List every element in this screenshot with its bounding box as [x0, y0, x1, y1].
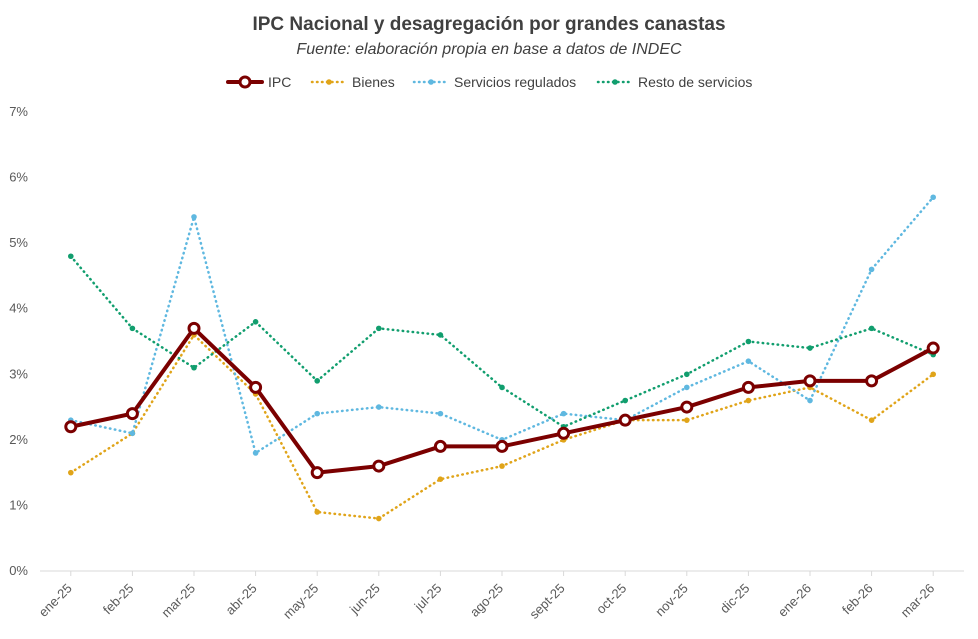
data-point-resto-de-servicios: [314, 378, 321, 384]
x-tick-label: may-25: [280, 581, 321, 622]
data-point-bienes: [684, 417, 690, 423]
data-point-bienes: [437, 476, 444, 483]
data-point-resto-de-servicios: [684, 371, 690, 378]
data-point-ipc: [495, 439, 509, 453]
data-point-servicios-regulados: [376, 404, 382, 410]
x-tick-label: dic-25: [717, 581, 753, 617]
data-point-servicios-regulados: [314, 410, 321, 417]
data-point-bienes: [499, 463, 505, 469]
data-point-resto-de-servicios: [807, 345, 813, 351]
data-point-servicios-regulados: [868, 266, 875, 273]
data-point-resto-de-servicios: [191, 364, 197, 371]
y-tick-label: 7%: [9, 104, 28, 119]
data-point-resto-de-servicios: [622, 397, 628, 404]
y-tick-label: 3%: [9, 366, 28, 381]
data-point-resto-de-servicios: [745, 338, 752, 345]
series-bienes: [68, 332, 936, 522]
y-tick-label: 0%: [9, 563, 28, 578]
data-point-resto-de-servicios: [68, 253, 74, 260]
y-tick-label: 6%: [9, 170, 28, 185]
x-tick-label: mar-26: [898, 581, 938, 621]
y-tick-label: 1%: [9, 497, 28, 512]
data-point-ipc: [433, 439, 447, 453]
series-group: [64, 194, 940, 522]
legend: IPC Bienes Servicios regulados Resto de ser…: [226, 74, 752, 90]
data-point-resto-de-servicios: [376, 325, 382, 332]
data-point-resto-de-servicios: [437, 332, 444, 338]
legend-swatch-marker: [326, 79, 332, 85]
chart-title: IPC Nacional y desagregación por grandes…: [252, 14, 725, 35]
x-tick-label: ene-26: [775, 581, 814, 620]
x-tick-label: jul-25: [411, 581, 445, 615]
data-point-resto-de-servicios: [499, 384, 505, 391]
data-point-ipc: [64, 420, 78, 434]
data-point-ipc: [249, 380, 263, 394]
chart-subtitle: Fuente: elaboración propia en base a dat…: [296, 41, 682, 58]
data-point-ipc: [125, 407, 139, 421]
x-tick-label: abr-25: [223, 581, 260, 618]
x-tick-label: mar-25: [158, 581, 198, 621]
x-tick-label: nov-25: [652, 581, 691, 620]
data-point-ipc: [680, 400, 694, 414]
series-line-servicios-regulados: [69, 195, 935, 455]
legend-label: Resto de servicios: [638, 74, 752, 90]
data-point-servicios-regulados: [745, 358, 752, 364]
y-tick-label: 5%: [9, 235, 28, 250]
data-point-servicios-regulados: [191, 214, 197, 220]
y-tick-label: 2%: [9, 432, 28, 447]
x-tick-label: oct-25: [593, 581, 629, 617]
y-tick-label: 4%: [9, 301, 28, 316]
x-tick-label: sept-25: [526, 581, 567, 622]
data-point-bienes: [868, 417, 875, 423]
legend-item-ipc: IPC: [226, 74, 291, 90]
data-point-servicios-regulados: [129, 430, 136, 437]
data-point-servicios-regulados: [437, 410, 444, 417]
data-point-ipc: [926, 341, 940, 355]
data-point-ipc: [557, 426, 571, 440]
data-point-servicios-regulados: [930, 194, 936, 201]
data-point-bienes: [314, 509, 321, 515]
data-point-ipc: [741, 380, 755, 394]
x-tick-label: feb-25: [100, 581, 137, 618]
x-tick-label: jun-25: [346, 581, 383, 618]
data-point-servicios-regulados: [684, 384, 690, 391]
legend-item-servicios-regulados: Servicios regulados: [412, 74, 576, 90]
legend-label: Servicios regulados: [454, 74, 576, 90]
legend-swatch-marker: [238, 75, 252, 89]
series-ipc: [64, 321, 940, 480]
legend-item-resto-de-servicios: Resto de servicios: [596, 74, 752, 90]
data-point-resto-de-servicios: [868, 325, 875, 332]
legend-swatch-marker: [428, 79, 434, 85]
data-point-resto-de-servicios: [129, 325, 136, 332]
series-line-resto-de-servicios: [69, 255, 935, 428]
series-resto-de-servicios: [68, 253, 936, 430]
data-point-resto-de-servicios: [252, 319, 259, 325]
x-tick-label: ene-25: [36, 581, 75, 620]
data-point-bienes: [68, 469, 74, 476]
data-point-servicios-regulados: [560, 410, 567, 417]
data-point-ipc: [618, 413, 632, 427]
x-tick-label: ago-25: [467, 581, 506, 620]
legend-label: IPC: [268, 74, 291, 90]
data-point-ipc: [803, 374, 817, 388]
data-point-servicios-regulados: [252, 450, 259, 456]
data-point-servicios-regulados: [807, 397, 813, 404]
data-point-ipc: [865, 374, 879, 388]
legend-label: Bienes: [352, 74, 395, 90]
data-point-ipc: [372, 459, 386, 473]
legend-swatch-marker: [612, 79, 618, 85]
data-point-bienes: [930, 371, 936, 378]
data-point-bienes: [745, 397, 752, 404]
legend-item-bienes: Bienes: [310, 74, 395, 90]
data-point-bienes: [376, 515, 382, 522]
data-point-ipc: [187, 321, 201, 335]
x-tick-label: feb-26: [839, 581, 876, 618]
data-point-ipc: [310, 466, 324, 480]
